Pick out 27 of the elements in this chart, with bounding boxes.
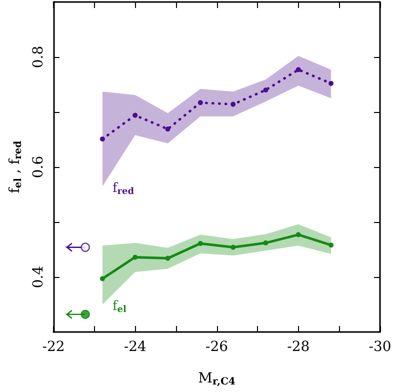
point	[328, 242, 334, 248]
y-axis-title: fel , fred	[7, 140, 24, 194]
x-tick-label: -24	[124, 339, 146, 355]
point	[132, 254, 138, 260]
point	[100, 276, 105, 282]
point	[328, 80, 334, 86]
point	[230, 244, 236, 250]
point	[198, 100, 203, 106]
point	[296, 232, 301, 238]
point	[263, 240, 268, 246]
point	[198, 240, 203, 246]
point	[165, 256, 170, 261]
x-tick-label: -22	[42, 339, 65, 355]
point	[296, 67, 301, 72]
x-tick-label: -30	[368, 339, 392, 355]
point	[132, 112, 138, 118]
point	[80, 310, 90, 320]
y-tick-label: 0.4	[30, 266, 46, 288]
point	[80, 242, 90, 252]
point	[165, 126, 170, 132]
y-tick-label: 0.8	[30, 46, 46, 68]
x-tick-label: -26	[205, 339, 228, 355]
x-tick-label: -28	[287, 339, 310, 355]
point	[230, 102, 236, 107]
y-tick-label: 0.6	[30, 156, 46, 178]
point	[263, 88, 268, 92]
point	[100, 136, 105, 142]
